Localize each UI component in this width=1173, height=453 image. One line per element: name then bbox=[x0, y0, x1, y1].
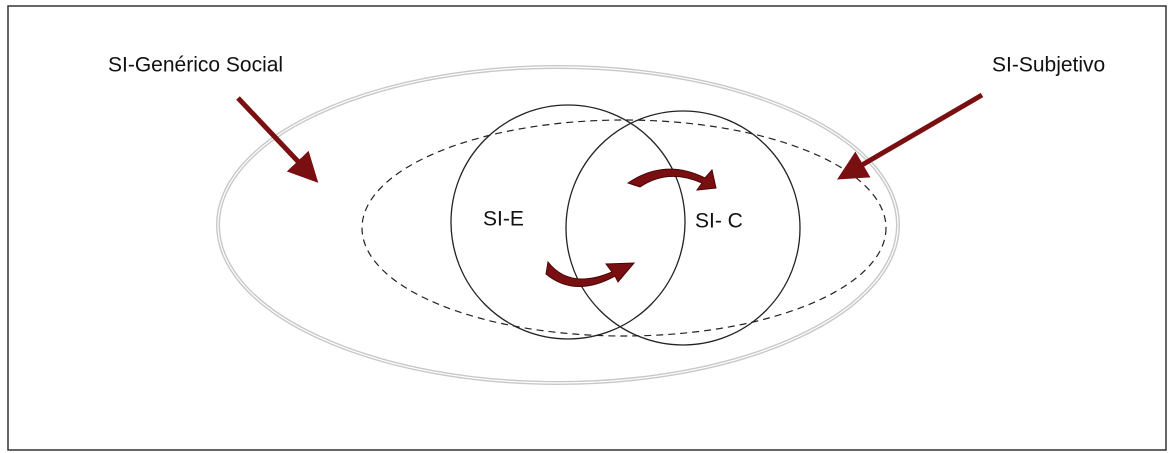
arrow-subjective bbox=[837, 92, 984, 180]
frame bbox=[7, 5, 1167, 451]
arrow-generic bbox=[236, 96, 319, 183]
circle-si-c bbox=[565, 110, 801, 346]
dashed-ellipse bbox=[361, 119, 887, 337]
circle-si-e bbox=[450, 104, 686, 340]
curved-arrow-bottom bbox=[545, 260, 636, 287]
label-generic-social: SI-Genérico Social bbox=[108, 54, 283, 77]
outer-ellipse-inner bbox=[217, 66, 899, 384]
label-si-e: SI-E bbox=[483, 208, 524, 231]
curved-arrow-top bbox=[626, 168, 717, 191]
label-si-c: SI- C bbox=[695, 210, 743, 233]
label-subjective: SI-Subjetivo bbox=[992, 54, 1105, 77]
